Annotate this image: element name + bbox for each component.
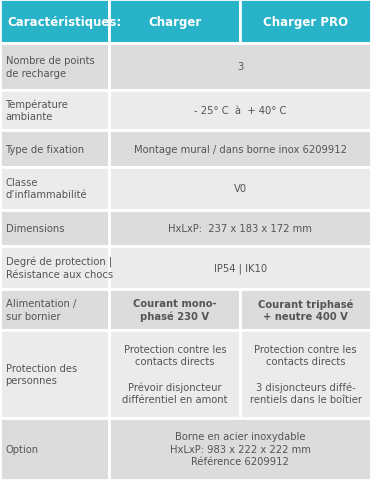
Text: Courant triphasé
+ neutre 400 V: Courant triphasé + neutre 400 V xyxy=(258,299,354,322)
Bar xyxy=(0,330,109,418)
Text: Classe
d’inflammabilité: Classe d’inflammabilité xyxy=(6,178,87,200)
Text: IP54 | IK10: IP54 | IK10 xyxy=(214,263,267,274)
Text: V0: V0 xyxy=(234,184,247,194)
Bar xyxy=(0,290,109,330)
Bar xyxy=(0,168,109,210)
Text: Caractéristiques:: Caractéristiques: xyxy=(7,15,122,28)
Bar xyxy=(0,247,109,290)
Text: Degré de protection |
Résistance aux chocs: Degré de protection | Résistance aux cho… xyxy=(6,256,113,280)
Text: Option: Option xyxy=(6,444,39,454)
Text: - 25° C  à  + 40° C: - 25° C à + 40° C xyxy=(194,106,286,116)
Text: Courant mono-
phasé 230 V: Courant mono- phasé 230 V xyxy=(133,299,217,322)
Bar xyxy=(0,0,109,44)
Text: Alimentation /
sur bornier: Alimentation / sur bornier xyxy=(6,299,76,321)
Bar xyxy=(109,247,371,290)
Bar xyxy=(109,90,371,131)
Text: Montage mural / dans borne inox 6209912: Montage mural / dans borne inox 6209912 xyxy=(134,144,347,155)
Text: Charger: Charger xyxy=(148,15,201,28)
Bar xyxy=(109,0,240,44)
Text: Protection contre les
contacts directs

Prévoir disjoncteur
différentiel en amon: Protection contre les contacts directs P… xyxy=(122,344,228,404)
Bar xyxy=(109,418,371,480)
Bar xyxy=(0,44,109,90)
Text: Protection contre les
contacts directs

3 disjoncteurs diffé-
rentiels dans le b: Protection contre les contacts directs 3… xyxy=(250,344,362,404)
Bar xyxy=(240,330,371,418)
Text: Type de fixation: Type de fixation xyxy=(6,144,85,155)
Text: Borne en acier inoxydable
HxLxP: 983 x 222 x 222 mm
Référence 6209912: Borne en acier inoxydable HxLxP: 983 x 2… xyxy=(170,432,311,466)
Bar xyxy=(109,290,240,330)
Text: Température
ambiante: Température ambiante xyxy=(6,99,68,122)
Bar xyxy=(109,210,371,247)
Text: Nombre de points
de recharge: Nombre de points de recharge xyxy=(6,56,94,78)
Bar xyxy=(0,210,109,247)
Bar xyxy=(0,418,109,480)
Bar xyxy=(109,44,371,90)
Bar xyxy=(240,0,371,44)
Text: Dimensions: Dimensions xyxy=(6,223,64,233)
Text: Protection des
personnes: Protection des personnes xyxy=(6,363,77,385)
Bar xyxy=(0,90,109,131)
Text: HxLxP:  237 x 183 x 172 mm: HxLxP: 237 x 183 x 172 mm xyxy=(168,223,312,233)
Bar xyxy=(109,330,240,418)
Bar xyxy=(109,131,371,168)
Bar xyxy=(240,290,371,330)
Text: Charger PRO: Charger PRO xyxy=(263,15,348,28)
Bar xyxy=(109,168,371,210)
Bar xyxy=(0,131,109,168)
Text: 3: 3 xyxy=(237,62,243,72)
